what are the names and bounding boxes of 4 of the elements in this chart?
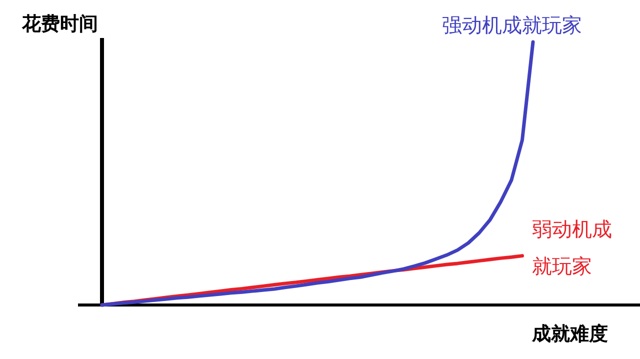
- y-axis-title: 花费时间: [21, 13, 98, 35]
- series-label: 强动机成就玩家: [442, 13, 582, 37]
- x-axis-title: 成就难度: [531, 323, 608, 345]
- series-label: 弱动机成就玩家: [532, 216, 612, 278]
